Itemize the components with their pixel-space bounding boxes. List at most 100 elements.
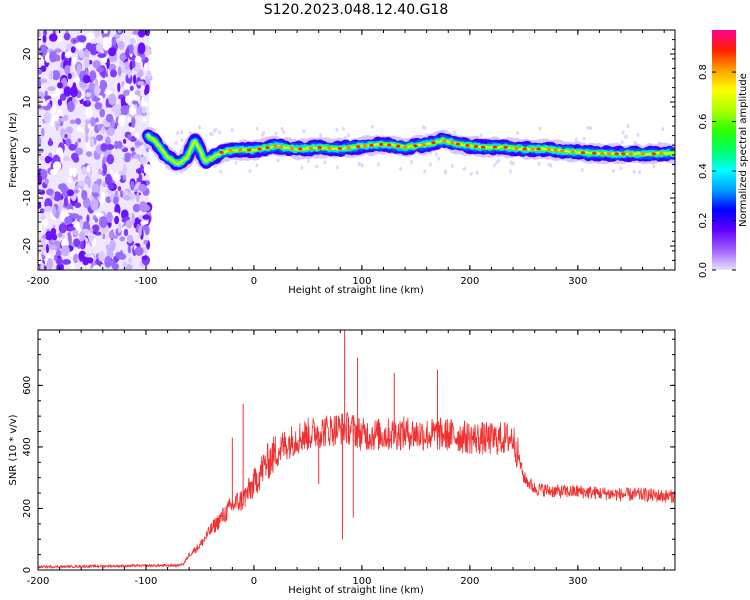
noise-speckle xyxy=(136,81,145,86)
faint-speckle xyxy=(626,124,630,129)
noise-speckle xyxy=(45,243,50,254)
noise-speckle xyxy=(58,199,64,211)
y-tick-label: 0 xyxy=(22,147,33,153)
noise-speckle xyxy=(99,216,108,229)
noise-speckle xyxy=(129,106,137,116)
noise-speckle xyxy=(124,61,130,70)
faint-speckle xyxy=(360,163,364,168)
noise-speckle xyxy=(85,119,91,125)
noise-speckle xyxy=(38,255,43,265)
noise-speckle xyxy=(144,62,148,71)
faint-speckle xyxy=(341,126,345,131)
ridge-peak xyxy=(246,148,252,152)
noise-speckle xyxy=(76,126,82,132)
noise-speckle xyxy=(119,60,124,65)
noise-speckle xyxy=(63,156,70,162)
noise-speckle xyxy=(96,134,104,141)
faint-speckle xyxy=(218,130,221,135)
y-tick-label: 20 xyxy=(22,48,33,61)
noise-speckle xyxy=(119,190,124,198)
figure-title: S120.2023.048.12.40.G18 xyxy=(264,2,449,18)
noise-speckle xyxy=(52,161,62,171)
noise-speckle xyxy=(125,219,133,229)
noise-speckle xyxy=(127,134,132,141)
noise-speckle xyxy=(40,155,44,161)
ridge-peak xyxy=(465,144,470,147)
ridge-peak xyxy=(514,147,519,150)
x-tick-label: 100 xyxy=(352,576,371,587)
noise-speckle xyxy=(44,205,52,212)
noise-speckle xyxy=(100,143,108,152)
faint-speckle xyxy=(213,128,217,133)
noise-speckle xyxy=(56,147,64,158)
noise-speckle xyxy=(64,64,71,75)
noise-speckle xyxy=(75,147,84,156)
faint-speckle xyxy=(180,138,184,143)
noise-speckle xyxy=(94,152,99,160)
noise-speckle xyxy=(56,257,63,265)
faint-speckle xyxy=(582,136,586,141)
faint-speckle xyxy=(586,125,590,130)
ridge-peak xyxy=(387,143,392,147)
noise-speckle xyxy=(96,178,102,185)
noise-speckle xyxy=(136,191,140,203)
noise-speckle xyxy=(105,244,110,251)
noise-speckle xyxy=(48,137,52,147)
noise-speckle xyxy=(73,189,80,194)
noise-speckle xyxy=(65,126,74,135)
faint-speckle xyxy=(652,164,656,169)
noise-speckle xyxy=(40,78,48,84)
faint-speckle xyxy=(633,140,637,145)
ridge-peak xyxy=(356,145,361,149)
noise-speckle xyxy=(128,44,134,55)
noise-speckle xyxy=(44,178,49,185)
noise-speckle xyxy=(38,69,43,75)
noise-speckle xyxy=(94,84,100,97)
y-tick-label: 600 xyxy=(22,376,33,395)
faint-speckle xyxy=(230,128,234,132)
noise-speckle xyxy=(90,73,95,83)
noise-speckle xyxy=(41,127,45,137)
noise-speckle xyxy=(83,56,90,68)
noise-speckle xyxy=(134,141,143,146)
colorbar-tick-label: 0.0 xyxy=(698,262,709,278)
noise-speckle xyxy=(70,85,78,98)
noise-speckle xyxy=(123,83,131,90)
colorbar: 0.0 0.2 0.4 0.6 0.8 Normalized spectral ampl… xyxy=(698,30,749,278)
x-tick-label: 100 xyxy=(352,276,371,287)
faint-speckle xyxy=(315,164,319,169)
noise-speckle xyxy=(134,246,144,256)
noise-speckle xyxy=(67,73,72,80)
x-tick-label: 0 xyxy=(251,276,257,287)
noise-speckle xyxy=(144,88,148,96)
noise-speckle xyxy=(137,69,144,78)
ridge-peak xyxy=(337,147,343,150)
faint-speckle xyxy=(508,169,512,174)
noise-speckle xyxy=(100,126,106,134)
snr-series-line xyxy=(38,411,675,570)
faint-speckle xyxy=(469,171,473,176)
ridge-peak xyxy=(278,145,284,149)
ridge-peak xyxy=(369,143,374,147)
noise-speckle xyxy=(58,223,67,234)
colorbar-tick-label: 0.4 xyxy=(698,163,709,179)
spectrogram-ylabel: Frequency (Hz) xyxy=(8,112,19,188)
ridge-peak xyxy=(628,152,634,156)
noise-speckle xyxy=(122,195,132,201)
noise-speckle xyxy=(49,50,58,63)
ridge-peak xyxy=(455,142,461,146)
noise-speckle xyxy=(57,232,63,238)
noise-speckle xyxy=(133,153,142,160)
noise-speckle xyxy=(44,52,51,63)
noise-speckle xyxy=(64,216,73,225)
ridge-peak xyxy=(522,147,527,151)
noise-speckle xyxy=(42,234,47,239)
noise-speckle xyxy=(123,216,131,221)
noise-speckle xyxy=(117,30,122,34)
ridge-peak xyxy=(659,152,664,155)
ridge-peak xyxy=(450,141,455,145)
noise-speckle xyxy=(91,192,100,198)
noise-speckle xyxy=(38,222,43,233)
noise-speckle xyxy=(95,117,99,123)
